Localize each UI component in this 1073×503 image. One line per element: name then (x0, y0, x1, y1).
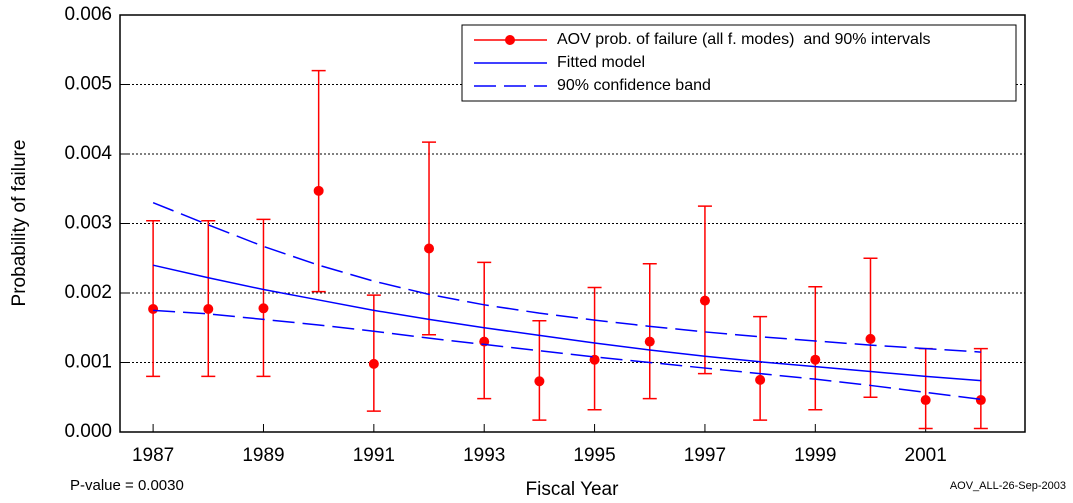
y-tick-label: 0.004 (64, 143, 112, 164)
error-bar (697, 205, 712, 375)
y-tick-label: 0.000 (64, 421, 112, 442)
data-point (920, 395, 931, 406)
error-bar (808, 285, 823, 411)
error-bar (973, 347, 988, 430)
legend-label: Fitted model (557, 54, 645, 71)
x-tick-label: 1987 (132, 445, 174, 466)
error-bar (146, 219, 161, 378)
error-bar (863, 257, 878, 398)
x-tick-label: 2001 (905, 445, 947, 466)
band-line (153, 309, 981, 401)
y-tick-label: 0.001 (64, 352, 112, 373)
error-bar (256, 218, 271, 378)
error-bar (422, 141, 437, 336)
y-tick-label: 0.005 (64, 74, 112, 95)
plot-frame (119, 14, 1026, 433)
y-tick-label: 0.006 (64, 4, 112, 25)
error-bar (918, 347, 933, 430)
x-tick-label: 1993 (463, 445, 505, 466)
data-point (258, 303, 269, 314)
error-bar (201, 219, 216, 378)
y-tick-label: 0.003 (64, 213, 112, 234)
data-point (865, 333, 876, 344)
data-point (424, 243, 435, 254)
error-bar (477, 261, 492, 400)
legend-box (461, 24, 1017, 102)
x-tick-label: 1997 (684, 445, 726, 466)
data-point (203, 303, 214, 314)
legend-label: 90% confidence band (557, 77, 711, 94)
data-point (313, 185, 324, 196)
error-bar (532, 320, 547, 421)
data-point (534, 376, 545, 387)
error-bar (642, 263, 657, 400)
data-point (148, 303, 159, 314)
y-tick-label: 0.002 (64, 282, 112, 303)
y-axis-label: Probability of failure (9, 140, 30, 307)
x-tick-label: 1989 (242, 445, 284, 466)
data-point (975, 395, 986, 406)
data-point (755, 374, 766, 385)
legend-label: AOV prob. of failure (all f. modes) and … (557, 31, 931, 48)
data-point (699, 295, 710, 306)
data-point (810, 354, 821, 365)
legend-marker (505, 35, 515, 45)
data-point (644, 336, 655, 347)
band-line (152, 201, 981, 353)
error-bar (311, 69, 326, 293)
data-point (368, 358, 379, 369)
fitted-line (152, 264, 981, 382)
x-tick-label: 1995 (573, 445, 615, 466)
x-tick-label: 1999 (794, 445, 836, 466)
p-value-note: P-value = 0.0030 (70, 477, 184, 494)
error-bar (753, 315, 768, 421)
x-tick-label: 1991 (353, 445, 395, 466)
file-stamp: AOV_ALL-26-Sep-2003 (950, 480, 1066, 492)
error-bar (366, 294, 381, 412)
error-bar (587, 286, 602, 411)
x-axis-label: Fiscal Year (526, 479, 620, 500)
